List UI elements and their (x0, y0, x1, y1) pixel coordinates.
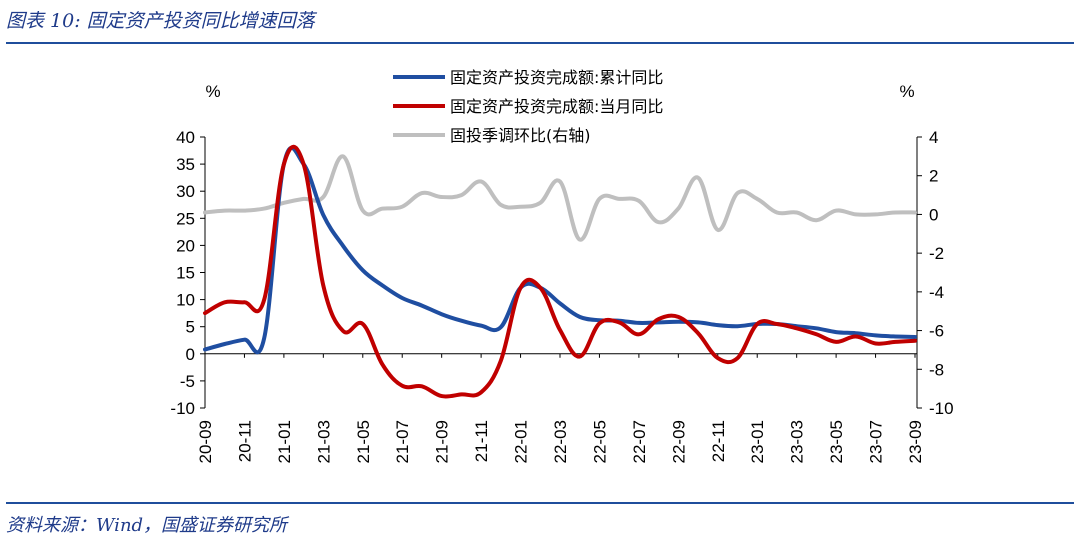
left-tick-label: 25 (176, 209, 195, 228)
x-tick-label: 22-01 (512, 420, 531, 463)
x-tick-label: 20-11 (235, 420, 254, 462)
series-line-cumulative-yoy (203, 146, 917, 355)
left-tick-label: 15 (176, 264, 195, 283)
left-tick-label: 35 (176, 155, 195, 174)
x-tick-label: 23-09 (906, 420, 925, 463)
x-tick-label: 23-07 (867, 420, 886, 463)
right-tick-label: -2 (929, 244, 944, 263)
x-tick-label: 21-07 (393, 420, 412, 463)
x-tick-label: 20-09 (196, 420, 215, 463)
x-tick-label: 21-05 (354, 420, 373, 463)
source-note: 资料来源：Wind，国盛证券研究所 (6, 515, 288, 536)
figure-title: 图表 10: 固定资产投资同比增速回落 (6, 10, 315, 32)
left-tick-label: 20 (176, 236, 195, 255)
right-tick-label: -6 (929, 322, 944, 341)
series-line-qoq-sa (203, 154, 917, 242)
left-tick-label: -10 (170, 399, 195, 418)
x-tick-label: 21-09 (433, 420, 452, 463)
left-tick-label: 40 (176, 128, 195, 147)
chart-series (203, 144, 917, 399)
x-tick-label: 22-05 (590, 420, 609, 463)
x-tick-label: 23-01 (748, 420, 767, 463)
x-tick-label: 23-05 (827, 420, 846, 463)
x-tick-label: 22-03 (551, 420, 570, 463)
x-tick-label: 21-11 (472, 420, 491, 462)
x-tick-label: 22-09 (669, 420, 688, 463)
right-unit-label: % (899, 82, 914, 101)
series-line-monthly-yoy (203, 144, 917, 399)
legend-label: 固定资产投资完成额:当月同比 (450, 97, 663, 116)
top-rule (6, 42, 1074, 44)
right-tick-label: -4 (929, 283, 944, 302)
left-tick-label: 10 (176, 291, 195, 310)
x-tick-label: 21-03 (314, 420, 333, 463)
right-tick-label: 4 (929, 128, 938, 147)
x-tick-label: 21-01 (275, 420, 294, 463)
legend-label: 固定资产投资完成额:累计同比 (450, 68, 663, 87)
right-tick-label: -8 (929, 360, 944, 379)
x-tick-label: 22-07 (630, 420, 649, 463)
left-tick-label: 0 (186, 345, 195, 364)
right-tick-label: 0 (929, 205, 938, 224)
left-tick-label: 5 (186, 318, 195, 337)
right-tick-label: -10 (929, 399, 954, 418)
right-tick-label: 2 (929, 167, 938, 186)
legend-label: 固投季调环比(右轴) (450, 126, 591, 145)
x-tick-label: 23-03 (788, 420, 807, 463)
left-tick-label: 30 (176, 182, 195, 201)
x-tick-label: 22-11 (709, 420, 728, 462)
bottom-rule (6, 502, 1074, 504)
left-tick-label: -5 (180, 372, 195, 391)
left-unit-label: % (205, 82, 220, 101)
